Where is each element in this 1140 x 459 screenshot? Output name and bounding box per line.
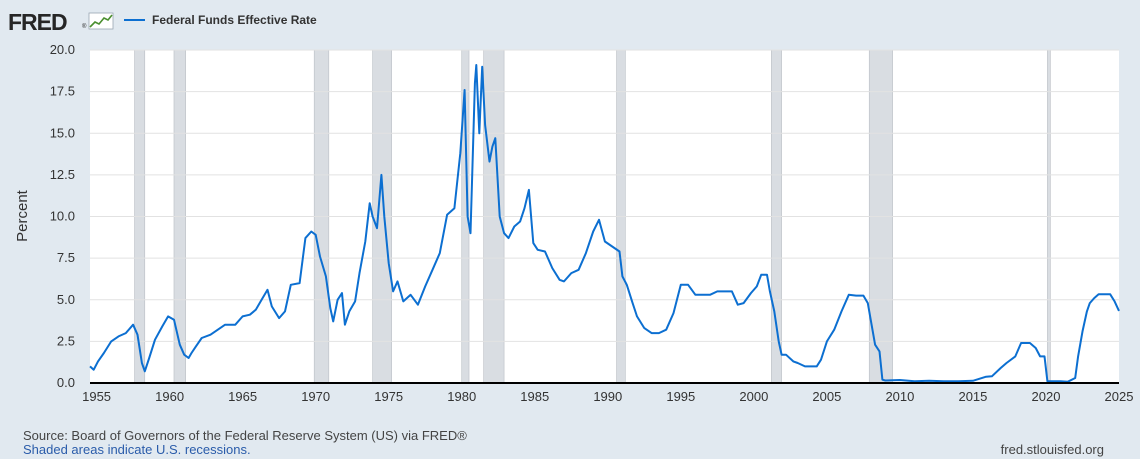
y-tick-label: 17.5 bbox=[50, 84, 75, 99]
source-note: Source: Board of Governors of the Federa… bbox=[23, 428, 467, 443]
y-tick-label: 7.5 bbox=[57, 250, 75, 265]
y-tick-label: 5.0 bbox=[57, 292, 75, 307]
x-tick-label: 1990 bbox=[593, 389, 622, 404]
x-tick-label: 1955 bbox=[82, 389, 111, 404]
x-tick-labels: 1955 1960 1965 1970 1975 1980 1985 1990 1995 2000… bbox=[82, 389, 1133, 404]
y-tick-labels: 0.0 2.5 5.0 7.5 10.0 12.5 15.0 17.5 20.0 bbox=[50, 42, 75, 390]
recession-note-link[interactable]: Shaded areas indicate U.S. recessions. bbox=[23, 442, 251, 457]
y-axis-label: Percent bbox=[14, 189, 31, 242]
x-tick-label: 2020 bbox=[1032, 389, 1061, 404]
x-tick-label: 1965 bbox=[228, 389, 257, 404]
y-tick-label: 2.5 bbox=[57, 333, 75, 348]
x-tick-label: 1970 bbox=[301, 389, 330, 404]
x-tick-label: 2015 bbox=[958, 389, 987, 404]
y-tick-label: 20.0 bbox=[50, 42, 75, 57]
x-tick-label: 2010 bbox=[885, 389, 914, 404]
series-line-federal-funds-rate[interactable] bbox=[89, 64, 1120, 383]
legend-label[interactable]: Federal Funds Effective Rate bbox=[152, 13, 317, 27]
x-tick-label: 1995 bbox=[666, 389, 695, 404]
y-tick-label: 15.0 bbox=[50, 125, 75, 140]
site-url-link[interactable]: fred.stlouisfed.org bbox=[1000, 442, 1104, 457]
x-tick-label: 1960 bbox=[155, 389, 184, 404]
fred-logo-registered: ® bbox=[82, 23, 87, 30]
x-tick-label: 1975 bbox=[374, 389, 403, 404]
y-tick-label: 0.0 bbox=[57, 375, 75, 390]
x-tick-label: 2025 bbox=[1105, 389, 1134, 404]
x-tick-label: 2000 bbox=[739, 389, 768, 404]
fred-logo-text: FRED bbox=[8, 9, 67, 35]
y-tick-label: 10.0 bbox=[50, 209, 75, 224]
fred-logo-graph-icon bbox=[88, 12, 114, 30]
chart: FRED ® Federal Funds Effective Rate 0.0 2… bbox=[8, 9, 1133, 404]
x-tick-label: 1980 bbox=[447, 389, 476, 404]
x-tick-label: 2005 bbox=[812, 389, 841, 404]
x-tick-label: 1985 bbox=[520, 389, 549, 404]
y-tick-label: 12.5 bbox=[50, 167, 75, 182]
